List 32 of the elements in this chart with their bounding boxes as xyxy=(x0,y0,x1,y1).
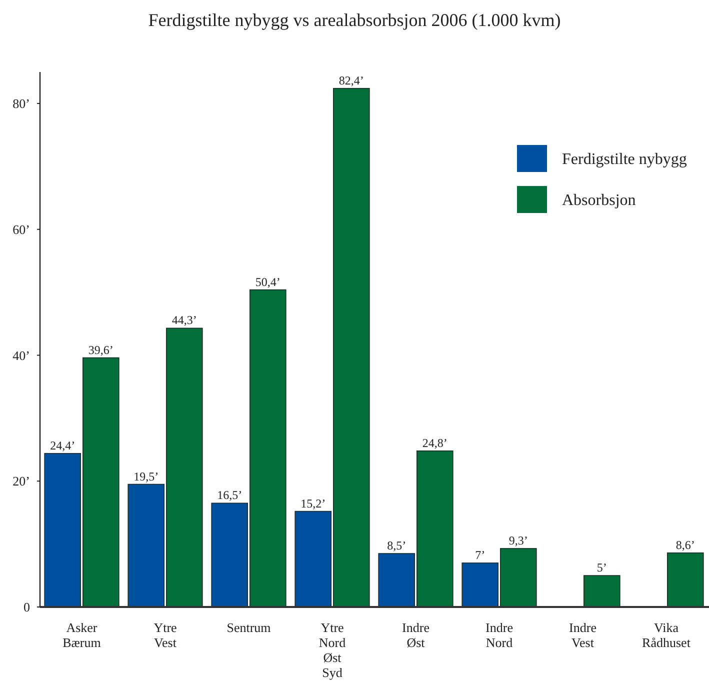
data-label: 5’ xyxy=(596,560,607,575)
x-tick-label: Vika Rådhuset xyxy=(642,620,691,650)
x-tick-label: Indre Vest xyxy=(569,620,597,650)
data-label: 24,4’ xyxy=(50,438,76,452)
bar xyxy=(584,575,620,608)
data-label: 24,8’ xyxy=(422,436,448,450)
y-tick-label: 20’ xyxy=(12,474,30,489)
y-tick-label: 0 xyxy=(24,600,30,615)
data-label: 15,2’ xyxy=(300,496,326,510)
data-label: 82,4’ xyxy=(338,73,364,88)
data-label: 9,3’ xyxy=(508,533,528,548)
data-label: 44,3’ xyxy=(172,313,197,328)
x-tick-label: Indre Nord xyxy=(486,620,514,650)
data-label: 7’ xyxy=(475,548,486,562)
x-tick-label: Ytre Vest xyxy=(154,620,178,650)
data-label: 8,5’ xyxy=(387,538,406,552)
y-tick-label: 80’ xyxy=(12,96,30,112)
x-tick-label: Ytre Nord Øst Syd xyxy=(318,620,346,680)
x-tick-label: Asker Bærum xyxy=(62,620,101,650)
data-label: 19,5’ xyxy=(134,469,159,484)
y-tick-label: 40’ xyxy=(12,348,30,363)
data-label: 39,6’ xyxy=(88,342,114,357)
legend-label: Absorbsjon xyxy=(562,192,636,209)
x-tick-label: Sentrum xyxy=(226,620,271,635)
data-label: 16,5’ xyxy=(217,488,242,502)
data-label: 8,6’ xyxy=(676,538,695,552)
bar xyxy=(667,552,704,608)
x-tick-label: Indre Øst xyxy=(402,620,430,650)
data-label: 50,4’ xyxy=(255,274,280,289)
chart-title: Ferdigstilte nybygg vs arealabsorbsjon 2006 (1.000 kvm) xyxy=(148,10,561,30)
y-tick-label: 60’ xyxy=(12,222,30,237)
legend-label: Ferdigstilte nybygg xyxy=(562,151,687,168)
